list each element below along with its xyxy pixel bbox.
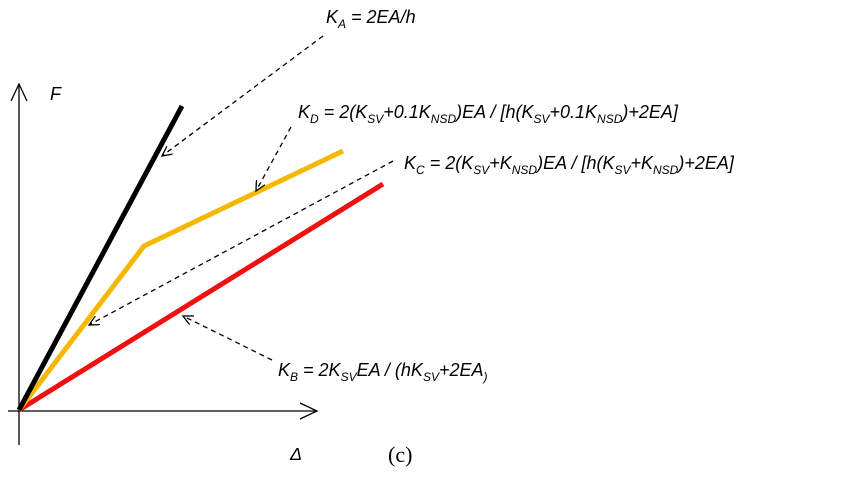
equation-kb: KB = 2KSVEA / (hKSV+2EA) [278, 360, 488, 384]
arrow-ka [162, 35, 324, 156]
figure-caption: (c) [388, 442, 412, 467]
arrow-kd [256, 126, 292, 191]
equation-kd: KD = 2(KSV+0.1KNSD)EA / [h(KSV+0.1KNSD)+… [298, 102, 679, 126]
arrow-kc [89, 160, 394, 325]
x-axis-label: Δ [289, 444, 302, 464]
y-axis-arrowhead [10, 82, 28, 102]
y-axis-label: F [50, 84, 62, 104]
line-ka [16, 104, 185, 412]
equation-kc: KC = 2(KSV+KNSD)EA / [h(KSV+KNSD)+2EA] [404, 153, 735, 177]
equation-ka: KA = 2EA/h [326, 7, 416, 31]
x-axis-arrowhead [299, 402, 319, 420]
arrow-kb [183, 316, 273, 361]
line-kd [17, 148, 345, 412]
line-kb [17, 181, 385, 413]
